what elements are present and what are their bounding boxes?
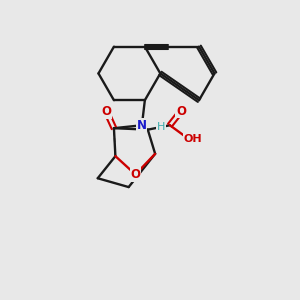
Text: OH: OH bbox=[183, 134, 202, 144]
Text: O: O bbox=[130, 168, 140, 181]
Text: O: O bbox=[102, 106, 112, 118]
Text: N: N bbox=[137, 119, 147, 132]
Text: O: O bbox=[176, 105, 186, 118]
Text: H: H bbox=[157, 122, 165, 132]
